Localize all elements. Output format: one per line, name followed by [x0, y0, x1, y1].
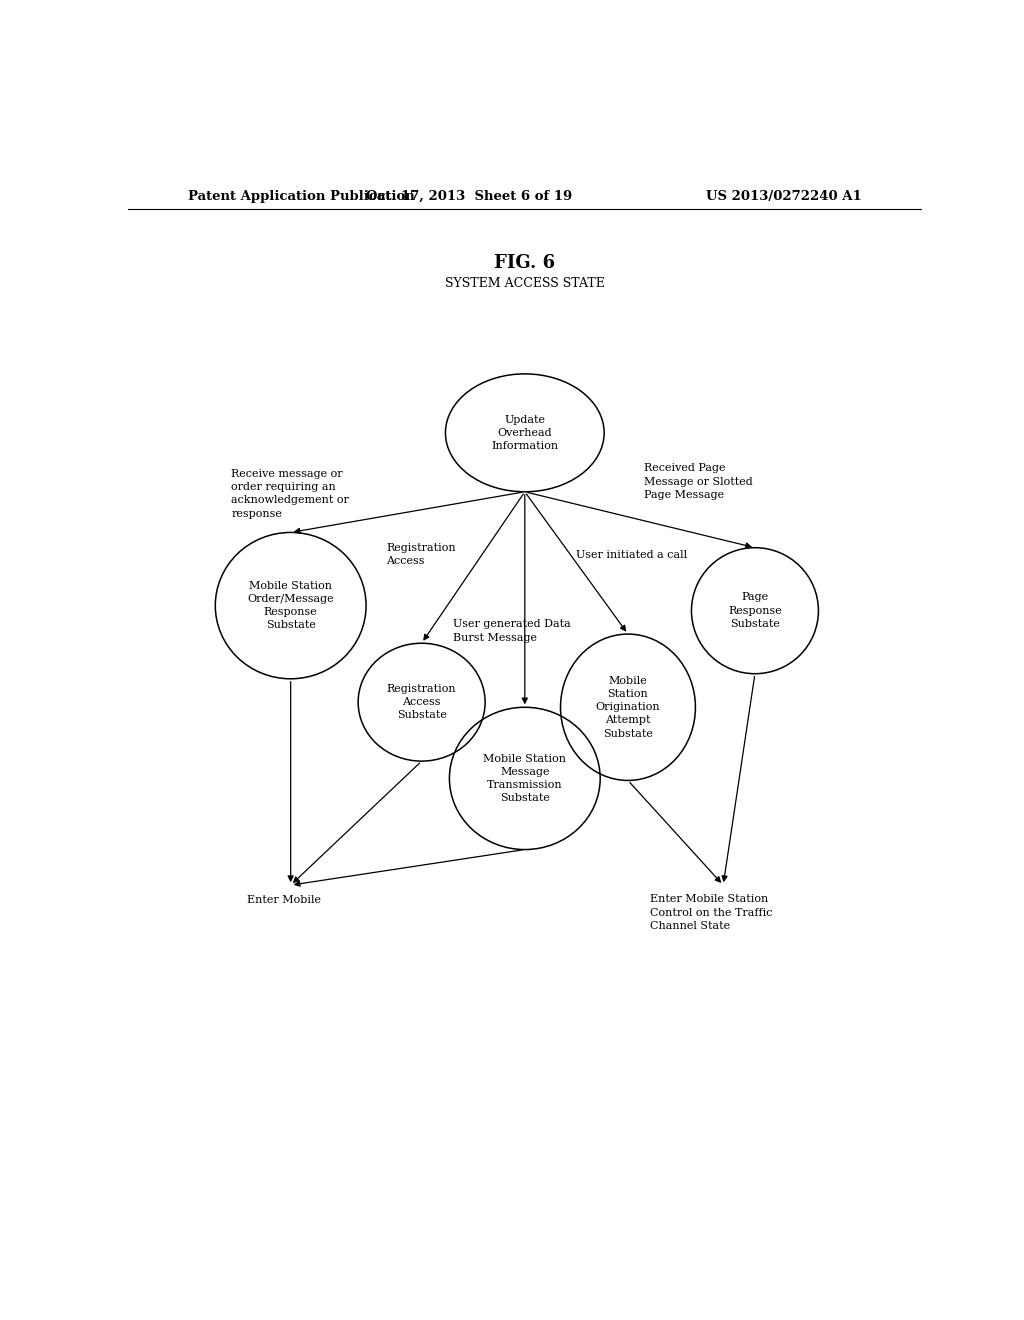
Text: Patent Application Publication: Patent Application Publication	[187, 190, 415, 202]
Text: Enter Mobile: Enter Mobile	[247, 895, 322, 906]
Text: Registration
Access: Registration Access	[386, 544, 456, 566]
Text: Oct. 17, 2013  Sheet 6 of 19: Oct. 17, 2013 Sheet 6 of 19	[367, 190, 572, 202]
Text: User initiated a call: User initiated a call	[577, 550, 687, 560]
Text: Mobile Station
Message
Transmission
Substate: Mobile Station Message Transmission Subs…	[483, 754, 566, 803]
Text: Registration
Access
Substate: Registration Access Substate	[387, 684, 457, 721]
Text: FIG. 6: FIG. 6	[495, 253, 555, 272]
Text: Received Page
Message or Slotted
Page Message: Received Page Message or Slotted Page Me…	[644, 463, 753, 500]
Text: Update
Overhead
Information: Update Overhead Information	[492, 414, 558, 451]
Text: Enter Mobile Station
Control on the Traffic
Channel State: Enter Mobile Station Control on the Traf…	[650, 895, 773, 931]
Text: SYSTEM ACCESS STATE: SYSTEM ACCESS STATE	[444, 277, 605, 290]
Text: Page
Response
Substate: Page Response Substate	[728, 593, 781, 628]
Text: User generated Data
Burst Message: User generated Data Burst Message	[454, 619, 571, 643]
Text: Mobile
Station
Origination
Attempt
Substate: Mobile Station Origination Attempt Subst…	[596, 676, 660, 739]
Text: Receive message or
order requiring an
acknowledgement or
response: Receive message or order requiring an ac…	[231, 469, 349, 519]
Text: US 2013/0272240 A1: US 2013/0272240 A1	[707, 190, 862, 202]
Text: Mobile Station
Order/Message
Response
Substate: Mobile Station Order/Message Response Su…	[248, 581, 334, 631]
